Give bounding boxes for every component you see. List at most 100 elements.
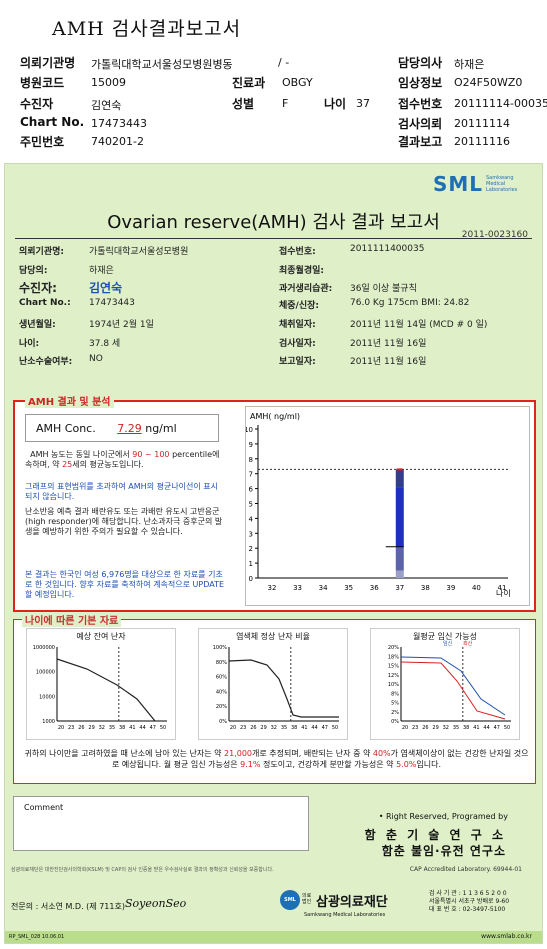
band-upper	[395, 469, 404, 488]
samkwang-logo-mark: SML	[280, 890, 300, 910]
x-tick-label: 23	[68, 725, 74, 731]
info-label-ovary-surgery: 난소수술여부:	[19, 357, 73, 367]
x-tick-label: 20	[402, 725, 408, 731]
report-main-title: Ovarian reserve(AMH) 검사 결과 보고서	[5, 208, 542, 239]
header-label-hospital-code: 병원코드	[20, 76, 65, 90]
x-tick-label: 38	[291, 725, 297, 731]
header-value-institution: 가톨릭대학교서울성모병원병동	[91, 58, 233, 71]
amh-graph-note: 그래프의 표현범위를 초과하여 AMH의 평균나이선이 표시되지 않습니다.	[25, 482, 219, 501]
form-code: RP_SML_028 10.06.01	[9, 934, 65, 940]
amh-percentile-text: AMH 농도는 동일 나이군에서 90 ~ 100 percentile에 속하…	[25, 450, 220, 469]
x-tick-label: 20	[230, 725, 236, 731]
sml-logo-subtitle: Samkwang Medical Laboratories	[486, 175, 518, 193]
x-tick-label: 29	[432, 725, 438, 731]
y-tick-label: 15%	[388, 664, 399, 670]
y-tick-label: 1	[249, 560, 253, 568]
info-label-weight-height: 체중/신장:	[279, 301, 320, 311]
y-tick-label: 0%	[219, 719, 227, 725]
header-label-institution: 의뢰기관명	[20, 56, 76, 70]
amh-response-text: 난소반응 예측 결과 배란유도 또는 과배란 유도시 고반응군 (high re…	[25, 507, 223, 536]
mini-chart-pregnancy-rate: 월평균 임신 가능성 20% 18% 15% 12% 10% 8% 5% 2% 0% 20 23 26…	[370, 628, 520, 740]
x-tick-label: 29	[260, 725, 266, 731]
x-tick-label: 50	[160, 725, 166, 731]
birth-curve	[400, 661, 506, 720]
bottom-bar: RP_SML_028 10.06.01 www.smlab.co.kr	[5, 931, 542, 943]
header-label-chart-no: Chart No.	[20, 115, 85, 129]
y-tick-label: 2	[249, 545, 253, 553]
header-label-age: 나이	[324, 97, 347, 111]
x-tick-label: 35	[344, 584, 353, 592]
y-tick-label: 18%	[388, 654, 399, 660]
x-tick-label: 37	[395, 584, 404, 592]
amh-chart: AMH( ng/ml) 0 1 2 3 4 5 6 7 8 9 10 32 33 34 35 36 37 38 39 4…	[244, 406, 530, 606]
mini-chart-normal-egg-ratio: 염색체 정상 난자 비율 100% 80% 60% 40% 20% 0% 20 23 26 29 3…	[198, 628, 348, 740]
pregnancy-curve	[400, 656, 506, 716]
x-axis-label: 나이	[496, 588, 511, 598]
header-value-hospital-code: 15009	[91, 76, 126, 89]
cap-accreditation: CAP Accredited Laboratory. 69944-01	[409, 866, 522, 873]
website-link[interactable]: www.smlab.co.kr	[481, 933, 532, 940]
header-value-chart-no: 17473443	[91, 117, 147, 130]
info-label-cycle-history: 과거생리습관:	[279, 284, 333, 294]
contact-line: 검 사 기 관 : 1 1 3 6 5 2 0 0	[429, 890, 507, 897]
info-label-age: 나이:	[19, 339, 40, 349]
x-tick-label: 23	[240, 725, 246, 731]
age-basic-data-section: 나이에 따른 기본 자료 예상 잔여 난자 1000000 100000 10000…	[13, 612, 536, 784]
comment-label: Comment	[24, 803, 64, 812]
y-tick-label: 2%	[391, 710, 399, 716]
mini-chart-title: 예상 잔여 난자	[76, 632, 126, 641]
signature: SoyeonSeo	[125, 897, 187, 910]
samkwang-prefix: 의료 법인	[302, 893, 312, 905]
header-value-age: 37	[356, 97, 370, 110]
y-tick-label: 12%	[388, 673, 399, 679]
contact-line: 서울특별시 서초구 방배로 9-60	[429, 898, 510, 905]
x-tick-label: 41	[129, 725, 135, 731]
document-number: 2011-0023160	[461, 230, 528, 240]
x-tick-label: 35	[453, 725, 459, 731]
report-header: AMH 검사결과보고서 의뢰기관명 가톨릭대학교서울성모병원병동 / - 담당의…	[0, 0, 547, 160]
y-tick-label: 0%	[391, 719, 399, 725]
y-tick-label: 20%	[388, 645, 399, 651]
info-value-receipt-no: 2011111400035	[350, 244, 425, 254]
amh-basis-note: 본 결과는 한국인 여성 6,976명을 대상으로 한 자료를 기초로 한 것입…	[25, 570, 225, 599]
x-tick-label: 38	[463, 725, 469, 731]
x-tick-label: 44	[311, 725, 317, 731]
x-tick-label: 41	[498, 584, 507, 592]
x-tick-label: 29	[88, 725, 94, 731]
x-tick-label: 47	[322, 725, 328, 731]
y-tick-label: 60%	[216, 675, 227, 681]
info-value-collection-date: 2011년 11월 14일 (MCD # 0 일)	[350, 320, 488, 330]
header-label-doctor: 담당의사	[398, 56, 443, 70]
x-tick-label: 38	[119, 725, 125, 731]
header-label-clinical-info: 임상정보	[398, 76, 443, 90]
amh-section-title: AMH 결과 및 분석	[25, 393, 114, 408]
x-tick-label: 32	[268, 584, 277, 592]
samkwang-logo: SML 의료 법인 삼광의료재단 Samkwang Medical Labora…	[280, 890, 388, 918]
y-tick-label: 6	[249, 486, 254, 494]
x-tick-label: 32	[99, 725, 105, 731]
amh-concentration-box: AMH Conc. 7.29 ng/ml	[25, 414, 219, 442]
y-axis-label: AMH( ng/ml)	[250, 412, 300, 421]
y-tick-label: 10%	[388, 682, 399, 688]
x-tick-label: 34	[319, 584, 328, 592]
y-tick-label: 7	[249, 471, 253, 479]
info-value-report-date: 2011년 11월 16일	[350, 357, 427, 367]
y-tick-label: 5	[249, 501, 253, 509]
y-tick-label: 1000000	[33, 645, 55, 651]
x-tick-label: 33	[293, 584, 302, 592]
y-tick-label: 100000	[36, 670, 55, 676]
x-tick-label: 44	[139, 725, 145, 731]
info-label-chart-no: Chart No.:	[19, 298, 71, 308]
header-value-doctor: 하재은	[454, 58, 485, 71]
x-tick-label: 26	[78, 725, 84, 731]
y-tick-label: 5%	[391, 701, 399, 707]
header-value-request-date: 20111114	[454, 117, 510, 130]
samkwang-name: 삼광의료재단	[316, 894, 388, 910]
x-tick-label: 36	[370, 584, 379, 592]
x-tick-label: 32	[271, 725, 277, 731]
header-value-report-date: 20111116	[454, 135, 510, 148]
sml-logo: SML Samkwang Medical Laboratories	[433, 172, 532, 196]
legend-pregnancy: 임신	[443, 640, 453, 647]
y-tick-label: 1000	[42, 719, 55, 725]
